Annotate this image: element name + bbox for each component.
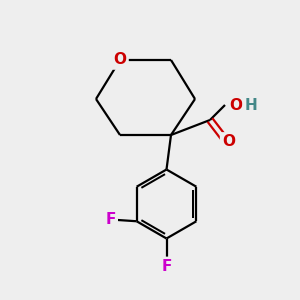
Text: O: O — [230, 98, 242, 112]
Text: F: F — [105, 212, 116, 227]
Text: F: F — [161, 259, 172, 274]
Text: O: O — [222, 134, 235, 149]
Text: H: H — [244, 98, 257, 112]
Text: O: O — [113, 52, 127, 68]
